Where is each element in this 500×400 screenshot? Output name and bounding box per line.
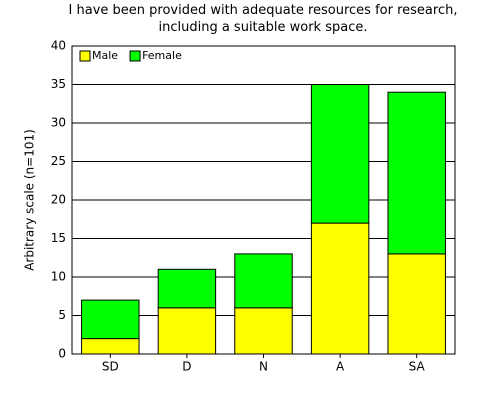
y-axis-label: Arbitrary scale (n=101) bbox=[23, 129, 37, 271]
bar-segment bbox=[310, 222, 370, 355]
legend-label: Female bbox=[142, 49, 182, 62]
x-tick-label: D bbox=[182, 360, 191, 374]
legend-swatch bbox=[79, 50, 91, 62]
bar-segment bbox=[234, 307, 293, 355]
x-tick-label: A bbox=[336, 360, 345, 374]
x-tick-label: SD bbox=[102, 360, 119, 374]
bar-segment bbox=[157, 307, 217, 355]
legend-label: Male bbox=[92, 49, 118, 62]
x-tick-label: SA bbox=[409, 360, 426, 374]
bar-segment bbox=[234, 253, 293, 309]
y-tick-label: 15 bbox=[51, 231, 66, 245]
bar-segment bbox=[81, 338, 140, 355]
bar-segment bbox=[81, 299, 140, 340]
plot-frame bbox=[71, 45, 456, 355]
y-tick-label: 30 bbox=[51, 116, 66, 130]
y-tick-label: 5 bbox=[58, 308, 66, 322]
bar-segment bbox=[157, 268, 217, 309]
bar-segment bbox=[387, 91, 446, 255]
chart-title: I have been provided with adequate resou… bbox=[68, 3, 458, 35]
y-tick-label: 35 bbox=[51, 77, 66, 91]
y-tick-label: 25 bbox=[51, 154, 66, 168]
bar-segment bbox=[387, 253, 446, 355]
y-tick-label: 40 bbox=[51, 39, 66, 53]
bar-segment bbox=[310, 84, 370, 224]
x-tick-label: N bbox=[259, 360, 268, 374]
legend-swatch bbox=[129, 50, 141, 62]
y-tick-label: 20 bbox=[51, 193, 66, 207]
y-tick-label: 0 bbox=[58, 347, 66, 361]
y-tick-label: 10 bbox=[51, 270, 66, 284]
